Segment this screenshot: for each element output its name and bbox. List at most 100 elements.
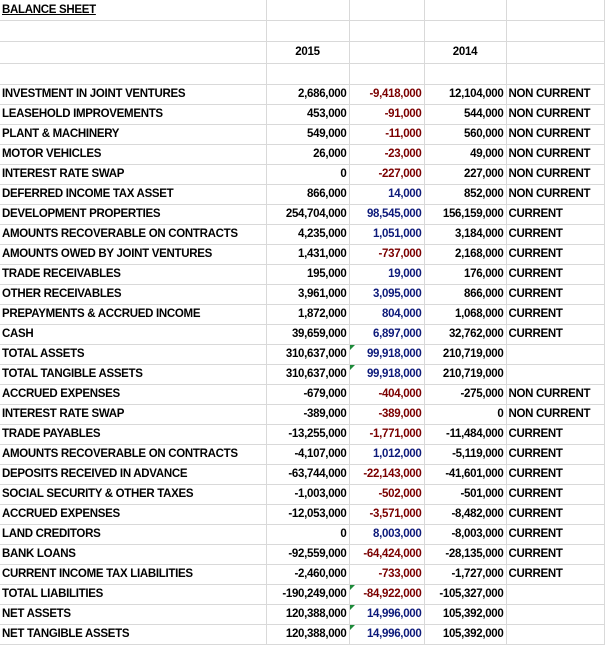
change-value[interactable]: -11,000 xyxy=(349,124,425,145)
empty-cell[interactable] xyxy=(266,0,350,21)
row-label[interactable]: TOTAL TANGIBLE ASSETS xyxy=(0,364,267,385)
value-2014[interactable]: 210,719,000 xyxy=(424,344,507,365)
change-value[interactable]: -91,000 xyxy=(349,104,425,125)
value-2015[interactable]: -389,000 xyxy=(266,404,350,425)
value-2015[interactable]: 549,000 xyxy=(266,124,350,145)
change-value[interactable]: -737,000 xyxy=(349,244,425,265)
row-label[interactable]: BANK LOANS xyxy=(0,544,267,565)
value-2014[interactable]: 12,104,000 xyxy=(424,84,507,105)
classification[interactable]: CURRENT xyxy=(506,264,605,285)
change-value[interactable]: 99,918,000 xyxy=(349,344,425,365)
value-2015[interactable]: 3,961,000 xyxy=(266,284,350,305)
row-label[interactable]: PREPAYMENTS & ACCRUED INCOME xyxy=(0,304,267,325)
empty-cell[interactable] xyxy=(266,63,350,85)
value-2015[interactable]: 120,388,000 xyxy=(266,604,350,625)
value-2014[interactable]: 32,762,000 xyxy=(424,324,507,345)
value-2014[interactable]: 1,068,000 xyxy=(424,304,507,325)
value-2014[interactable]: 544,000 xyxy=(424,104,507,125)
classification[interactable]: NON CURRENT xyxy=(506,384,605,405)
empty-cell[interactable] xyxy=(0,41,267,64)
classification[interactable]: CURRENT xyxy=(506,524,605,545)
empty-cell[interactable] xyxy=(506,41,605,64)
value-2014[interactable]: 2,168,000 xyxy=(424,244,507,265)
value-2015[interactable]: 1,431,000 xyxy=(266,244,350,265)
row-label[interactable]: LAND CREDITORS xyxy=(0,524,267,545)
classification[interactable] xyxy=(506,344,605,365)
value-2015[interactable]: 195,000 xyxy=(266,264,350,285)
change-value[interactable]: 804,000 xyxy=(349,304,425,325)
empty-cell[interactable] xyxy=(506,0,605,21)
classification[interactable] xyxy=(506,364,605,385)
value-2015[interactable]: 254,704,000 xyxy=(266,204,350,225)
classification[interactable] xyxy=(506,604,605,625)
change-value[interactable]: 98,545,000 xyxy=(349,204,425,225)
year-2014-header[interactable]: 2014 xyxy=(424,41,507,64)
value-2015[interactable]: 310,637,000 xyxy=(266,344,350,365)
value-2014[interactable]: 852,000 xyxy=(424,184,507,205)
change-value[interactable]: -502,000 xyxy=(349,484,425,505)
row-label[interactable]: TRADE RECEIVABLES xyxy=(0,264,267,285)
value-2015[interactable]: -63,744,000 xyxy=(266,464,350,485)
classification[interactable]: CURRENT xyxy=(506,564,605,585)
value-2015[interactable]: 2,686,000 xyxy=(266,84,350,105)
value-2014[interactable]: 49,000 xyxy=(424,144,507,165)
classification[interactable]: CURRENT xyxy=(506,204,605,225)
value-2014[interactable]: 0 xyxy=(424,404,507,425)
empty-cell[interactable] xyxy=(349,63,425,85)
classification[interactable]: NON CURRENT xyxy=(506,164,605,185)
value-2015[interactable]: 26,000 xyxy=(266,144,350,165)
empty-cell[interactable] xyxy=(266,20,350,42)
value-2015[interactable]: 0 xyxy=(266,524,350,545)
change-value[interactable]: -23,000 xyxy=(349,144,425,165)
value-2015[interactable]: -12,053,000 xyxy=(266,504,350,525)
empty-cell[interactable] xyxy=(424,0,507,21)
change-value[interactable]: -733,000 xyxy=(349,564,425,585)
change-value[interactable]: -3,571,000 xyxy=(349,504,425,525)
classification[interactable]: CURRENT xyxy=(506,304,605,325)
value-2014[interactable]: -5,119,000 xyxy=(424,444,507,465)
value-2015[interactable]: -1,003,000 xyxy=(266,484,350,505)
row-label[interactable]: DEVELOPMENT PROPERTIES xyxy=(0,204,267,225)
change-value[interactable]: 8,003,000 xyxy=(349,524,425,545)
change-value[interactable]: 1,012,000 xyxy=(349,444,425,465)
change-value[interactable]: 3,095,000 xyxy=(349,284,425,305)
value-2015[interactable]: -2,460,000 xyxy=(266,564,350,585)
change-value[interactable]: 6,897,000 xyxy=(349,324,425,345)
row-label[interactable]: ACCRUED EXPENSES xyxy=(0,504,267,525)
value-2015[interactable]: -190,249,000 xyxy=(266,584,350,605)
row-label[interactable]: OTHER RECEIVABLES xyxy=(0,284,267,305)
value-2014[interactable]: 866,000 xyxy=(424,284,507,305)
empty-cell[interactable] xyxy=(349,20,425,42)
value-2014[interactable]: -8,003,000 xyxy=(424,524,507,545)
empty-cell[interactable] xyxy=(349,41,425,64)
row-label[interactable]: DEFERRED INCOME TAX ASSET xyxy=(0,184,267,205)
value-2015[interactable]: 866,000 xyxy=(266,184,350,205)
value-2015[interactable]: 1,872,000 xyxy=(266,304,350,325)
empty-cell[interactable] xyxy=(349,0,425,21)
row-label[interactable]: INTEREST RATE SWAP xyxy=(0,164,267,185)
value-2015[interactable]: 310,637,000 xyxy=(266,364,350,385)
row-label[interactable]: CASH xyxy=(0,324,267,345)
value-2014[interactable]: 156,159,000 xyxy=(424,204,507,225)
change-value[interactable]: -389,000 xyxy=(349,404,425,425)
change-value[interactable]: -22,143,000 xyxy=(349,464,425,485)
classification[interactable]: CURRENT xyxy=(506,544,605,565)
classification[interactable]: CURRENT xyxy=(506,324,605,345)
classification[interactable]: NON CURRENT xyxy=(506,184,605,205)
empty-cell[interactable] xyxy=(424,20,507,42)
value-2015[interactable]: 453,000 xyxy=(266,104,350,125)
classification[interactable]: CURRENT xyxy=(506,224,605,245)
empty-cell[interactable] xyxy=(506,20,605,42)
classification[interactable]: CURRENT xyxy=(506,284,605,305)
row-label[interactable]: LEASEHOLD IMPROVEMENTS xyxy=(0,104,267,125)
empty-cell[interactable] xyxy=(424,63,507,85)
value-2014[interactable]: -1,727,000 xyxy=(424,564,507,585)
change-value[interactable]: -227,000 xyxy=(349,164,425,185)
change-value[interactable]: 14,996,000 xyxy=(349,604,425,625)
change-value[interactable]: 1,051,000 xyxy=(349,224,425,245)
classification[interactable]: CURRENT xyxy=(506,424,605,445)
value-2015[interactable]: 0 xyxy=(266,164,350,185)
empty-cell[interactable] xyxy=(0,63,267,85)
value-2014[interactable]: -501,000 xyxy=(424,484,507,505)
value-2014[interactable]: 227,000 xyxy=(424,164,507,185)
